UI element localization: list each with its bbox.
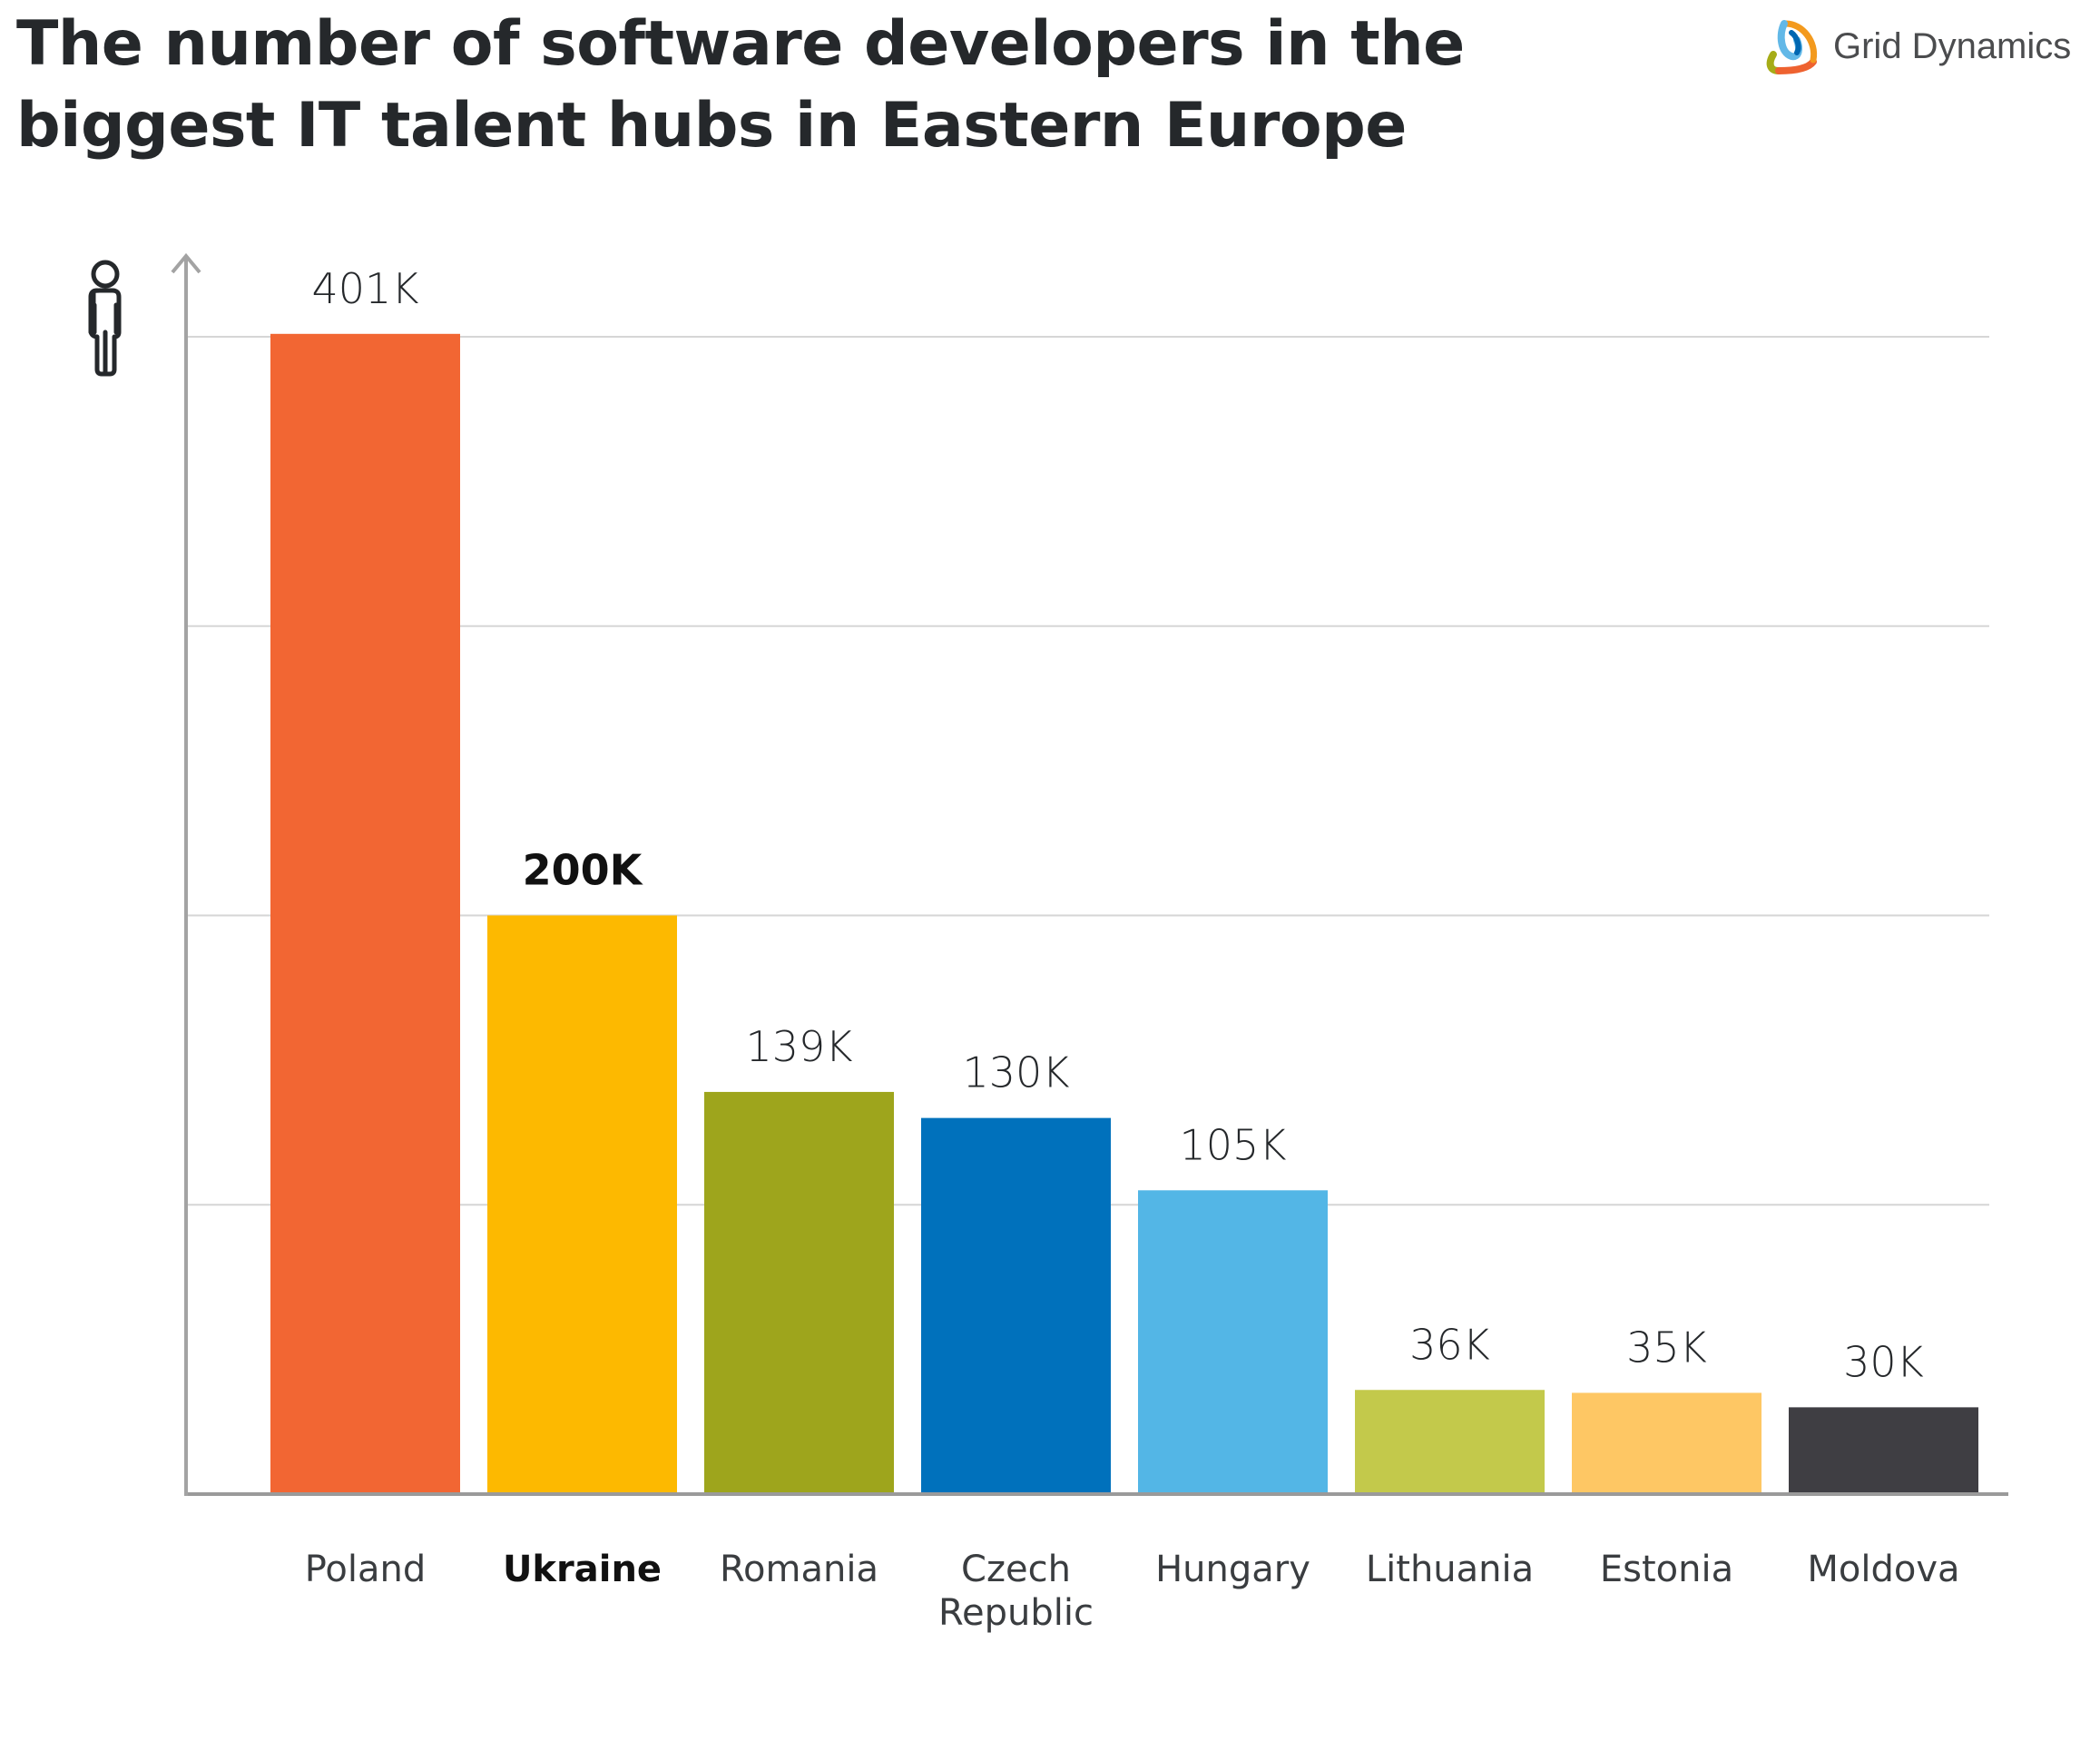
category-label: Ukraine — [503, 1549, 662, 1590]
title-line-1: The number of software developers in the — [16, 8, 1465, 80]
person-icon — [88, 260, 122, 377]
grid-dynamics-logo: Grid Dynamics — [1761, 16, 2071, 76]
category-label: Romania — [720, 1549, 878, 1590]
data-label: 130K — [963, 1048, 1070, 1097]
bar-romania — [704, 1091, 894, 1494]
data-label: 105K — [1180, 1120, 1287, 1169]
logo-text: Grid Dynamics — [1833, 25, 2072, 66]
bar-moldova — [1789, 1407, 1978, 1494]
data-label: 35K — [1626, 1323, 1707, 1372]
category-label: Moldova — [1807, 1549, 1959, 1590]
chart-title: The number of software developers in the… — [16, 4, 1465, 167]
category-label: Czech — [961, 1549, 1071, 1590]
title-line-2: biggest IT talent hubs in Eastern Europe — [16, 90, 1407, 162]
bars — [270, 333, 1978, 1494]
bar-ukraine — [487, 915, 677, 1494]
logo-mark-icon — [1766, 20, 1818, 74]
data-label: 36K — [1409, 1320, 1490, 1369]
category-label: Republic — [938, 1592, 1094, 1634]
category-label: Estonia — [1600, 1549, 1733, 1590]
bar-hungary — [1138, 1190, 1328, 1494]
data-label: 200K — [523, 846, 644, 895]
bar-estonia — [1572, 1392, 1761, 1494]
value-labels: 401K 200K 139K 130K 105K 36K 35K 30K — [312, 264, 1924, 1387]
data-label: 139K — [746, 1022, 853, 1071]
category-label: Poland — [305, 1549, 427, 1590]
data-label: 401K — [312, 264, 419, 313]
bar-poland — [270, 333, 460, 1494]
bar-lithuania — [1355, 1390, 1545, 1494]
data-label: 30K — [1843, 1337, 1924, 1386]
y-axis-arrow-icon — [171, 252, 201, 274]
bar-czech-republic — [921, 1117, 1111, 1494]
category-label: Hungary — [1155, 1549, 1310, 1590]
category-label: Lithuania — [1366, 1549, 1534, 1590]
